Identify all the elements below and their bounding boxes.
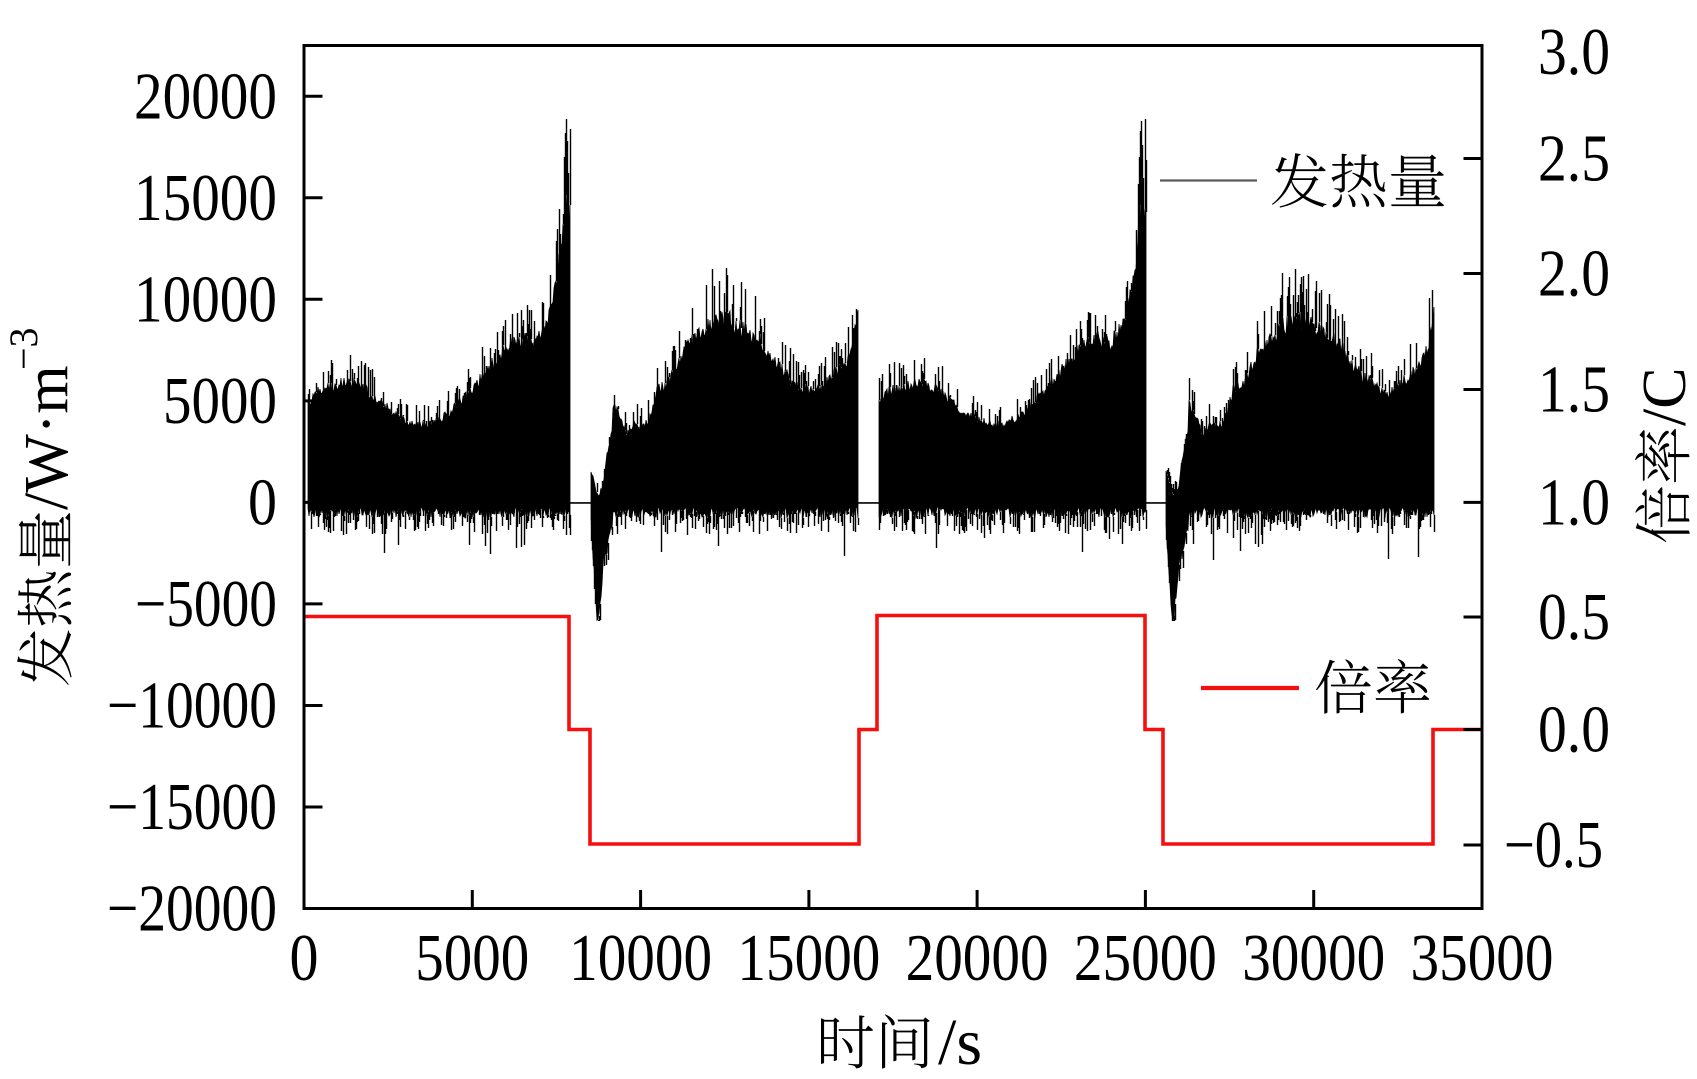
- svg-text:0: 0: [290, 921, 319, 995]
- svg-text:3.0: 3.0: [1538, 15, 1610, 89]
- svg-text:25000: 25000: [1074, 921, 1217, 995]
- svg-text:30000: 30000: [1242, 921, 1385, 995]
- svg-text:0.0: 0.0: [1538, 693, 1610, 767]
- svg-text:15000: 15000: [134, 161, 277, 235]
- svg-text:−5000: −5000: [135, 567, 277, 641]
- svg-text:2.5: 2.5: [1538, 122, 1610, 196]
- svg-text:10000: 10000: [569, 921, 712, 995]
- svg-text:−3: −3: [1, 327, 46, 370]
- svg-text:/C: /C: [1631, 367, 1697, 426]
- svg-text:10000: 10000: [134, 262, 277, 336]
- svg-text:20000: 20000: [134, 59, 277, 133]
- svg-text:5000: 5000: [163, 364, 277, 438]
- svg-text:−15000: −15000: [107, 770, 277, 844]
- svg-text:35000: 35000: [1411, 921, 1554, 995]
- svg-text:−10000: −10000: [107, 669, 277, 743]
- svg-text:−20000: −20000: [107, 872, 277, 946]
- svg-text:0: 0: [248, 465, 277, 539]
- svg-text:/s: /s: [938, 1006, 982, 1074]
- svg-text:5000: 5000: [415, 921, 529, 995]
- svg-text:/W·m: /W·m: [13, 365, 81, 510]
- svg-text:0.5: 0.5: [1538, 580, 1610, 654]
- svg-text:−0.5: −0.5: [1504, 808, 1603, 882]
- svg-text:1.0: 1.0: [1538, 465, 1610, 539]
- svg-text:20000: 20000: [906, 921, 1049, 995]
- svg-text:2.0: 2.0: [1538, 237, 1610, 311]
- svg-text:15000: 15000: [737, 921, 880, 995]
- svg-text:1.5: 1.5: [1538, 353, 1610, 427]
